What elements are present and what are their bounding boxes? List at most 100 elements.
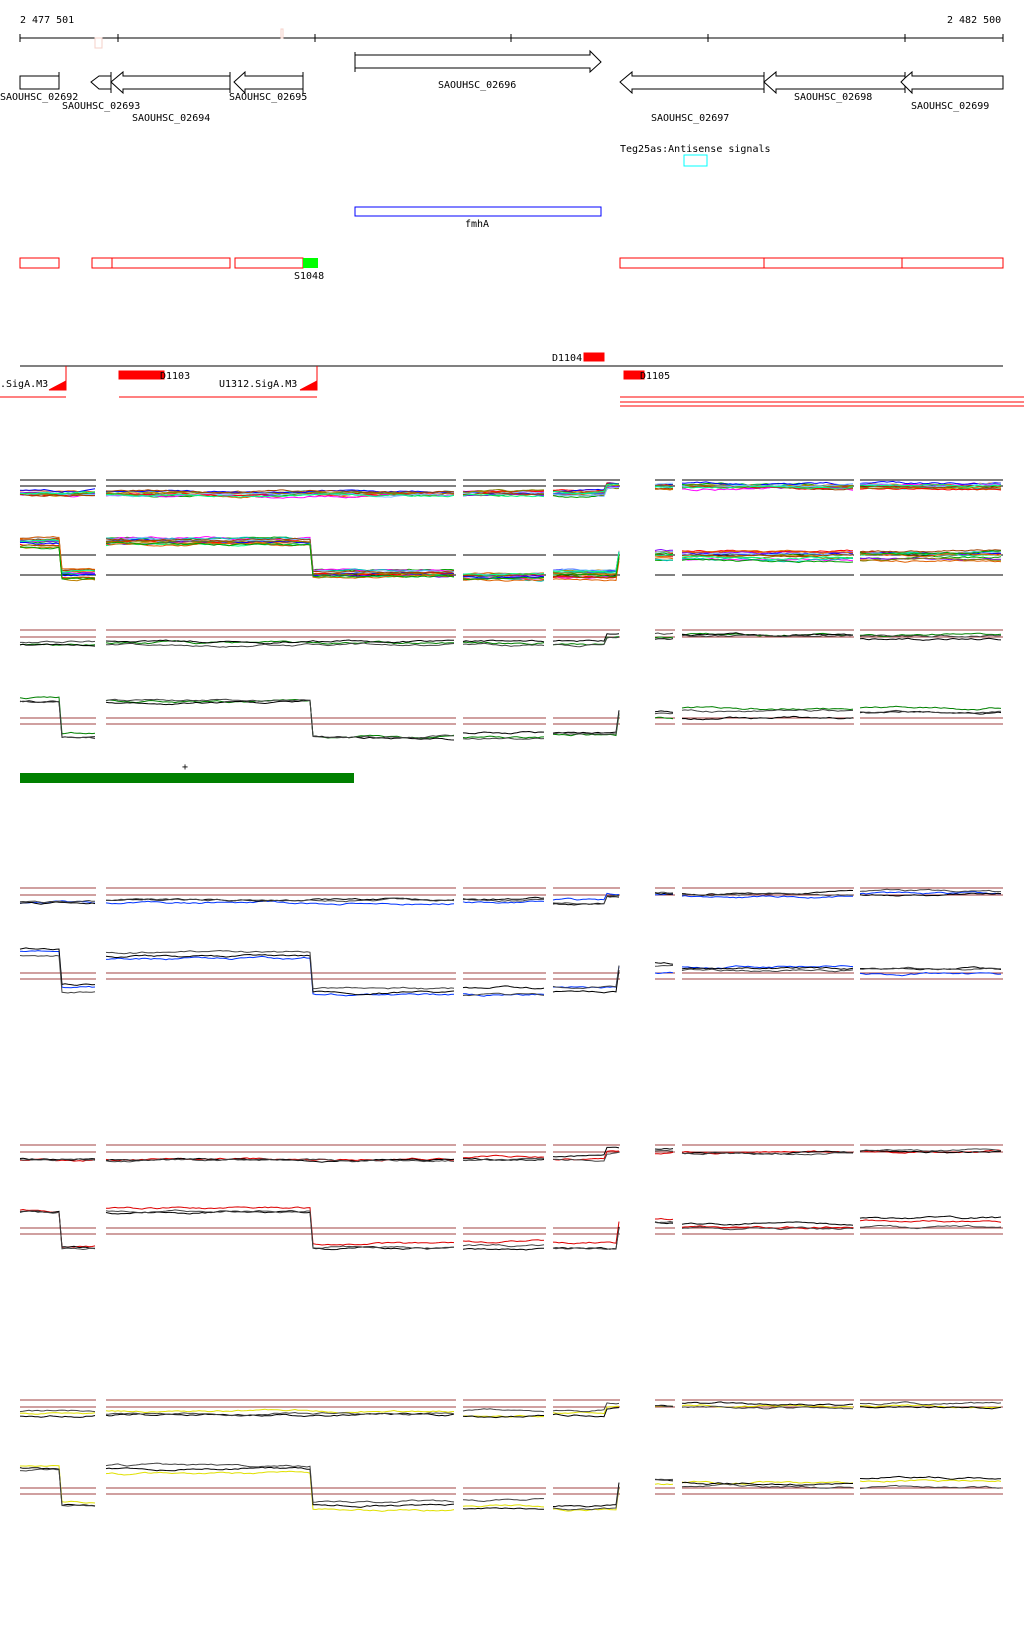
multi-signal-line [106, 536, 455, 573]
multi-signal-line [105, 489, 455, 494]
multi-signal-line [654, 484, 674, 487]
signal-line [859, 1224, 1002, 1230]
antisense-label: Teg25as:Antisense signals [620, 144, 771, 155]
gene-arrow-02693[interactable] [90, 72, 112, 93]
gene-arrow-02692[interactable] [19, 72, 60, 90]
signal-line [106, 1206, 455, 1246]
antisense-feature[interactable] [683, 154, 708, 167]
multi-signal-line [859, 559, 1002, 563]
signal-line [552, 1150, 620, 1161]
signal-line [552, 892, 620, 901]
ruler-marker [94, 37, 103, 49]
promoter-track [0, 352, 1024, 407]
multi-signal-line [19, 541, 95, 577]
signal-line [654, 1483, 674, 1486]
signal-line [859, 1148, 1002, 1152]
signal-line [681, 708, 854, 713]
fmha-feature[interactable] [354, 206, 602, 217]
signal-line [681, 892, 853, 897]
multi-signal-line [859, 487, 1002, 491]
multi-signal-line [19, 488, 96, 493]
multi-signal-line [19, 546, 96, 580]
multi-signal-line [552, 552, 620, 573]
gene-label: SAOUHSC_02694 [132, 113, 210, 124]
signal-line [462, 1414, 544, 1419]
signal-line [105, 698, 455, 739]
signal-line [19, 1409, 96, 1413]
signal-line [105, 949, 455, 990]
signal-line [105, 897, 455, 903]
gene-label: SAOUHSC_02698 [794, 92, 872, 103]
gene-arrow-02694[interactable] [110, 70, 231, 95]
signal-line [462, 737, 545, 740]
signal-line [552, 894, 620, 906]
signal-line [105, 1470, 455, 1512]
signal-tracks [19, 479, 1003, 1512]
signal-line [105, 698, 455, 739]
signal-line [681, 1221, 854, 1226]
multi-signal-line [654, 555, 674, 558]
multi-signal-line [105, 537, 455, 574]
signal-line [105, 639, 454, 645]
gene-arrow-02697[interactable] [619, 70, 765, 95]
signal-line [681, 1226, 854, 1231]
signal-line [681, 1480, 854, 1485]
signal-line [552, 712, 620, 736]
ruler-start-label: 2 477 501 [20, 15, 74, 26]
signal-line [552, 1486, 620, 1511]
multi-signal-line [859, 552, 1002, 557]
multi-signal-line [463, 575, 545, 580]
signal-line [105, 1466, 455, 1508]
signal-line [462, 1157, 545, 1161]
multi-signal-line [681, 553, 854, 558]
signal-line [19, 643, 96, 647]
signal-line [859, 1215, 1002, 1220]
signal-line [462, 1504, 545, 1508]
multi-signal-line [462, 573, 545, 577]
signal-line [19, 696, 96, 735]
signal-line [552, 966, 620, 989]
multi-signal-line [462, 492, 545, 496]
signal-line [655, 1151, 674, 1155]
signal-line [552, 970, 620, 994]
signal-line [681, 889, 854, 897]
signal-line [105, 1158, 455, 1163]
signal-line [552, 1482, 620, 1508]
signal-line [654, 962, 674, 965]
gene-arrow-02696[interactable] [354, 49, 602, 74]
signal-line [462, 1154, 545, 1159]
multi-signal-line [20, 535, 96, 570]
signal-line [462, 896, 545, 901]
signal-line [552, 1227, 620, 1250]
multi-signal-line [859, 557, 1001, 562]
signal-line [654, 971, 674, 975]
signal-line [681, 968, 854, 973]
signal-line [654, 1149, 674, 1152]
signal-line [19, 901, 96, 905]
signal-line [859, 892, 1002, 897]
gene-arrow-02698[interactable] [763, 70, 906, 95]
gene-arrow-02699[interactable] [900, 70, 1004, 95]
multi-signal-line [681, 485, 854, 489]
multi-signal-line [859, 483, 1002, 488]
signal-line [681, 895, 854, 899]
s1048-feature[interactable] [303, 258, 318, 268]
gene-track [19, 49, 1004, 95]
signal-line [462, 1497, 545, 1503]
gene-label: SAOUHSC_02699 [911, 101, 989, 112]
signal-line [552, 1407, 620, 1418]
multi-signal-line [20, 491, 96, 495]
signal-line [552, 1226, 620, 1250]
multi-signal-line [19, 493, 96, 497]
multi-signal-line [19, 538, 96, 573]
signal-line [654, 636, 674, 639]
coverage-bar[interactable] [20, 773, 354, 783]
signal-line [462, 1243, 545, 1248]
gene-arrow-02695[interactable] [233, 70, 304, 95]
signal-line [654, 964, 674, 967]
signal-line [552, 1146, 620, 1158]
multi-signal-line [859, 549, 1002, 553]
multi-signal-line [681, 558, 854, 564]
signal-line [552, 710, 620, 734]
signal-line [462, 1408, 545, 1413]
